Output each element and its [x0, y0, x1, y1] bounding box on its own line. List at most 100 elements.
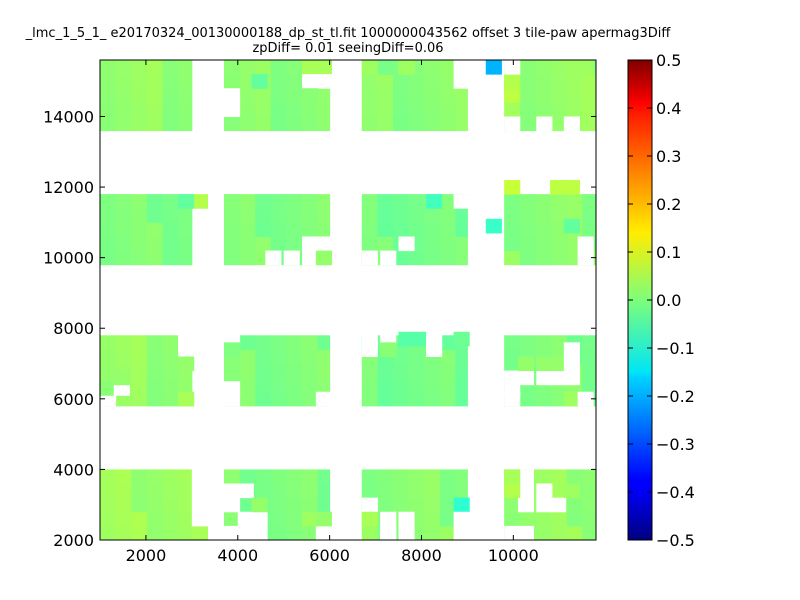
heatmap-cell — [408, 497, 425, 513]
heatmap-cell — [519, 335, 536, 350]
heatmap-cell-masked — [224, 483, 241, 499]
heatmap-cell — [393, 469, 410, 485]
heatmap-cell — [224, 194, 241, 209]
heatmap-cell — [439, 116, 456, 132]
heatmap-cell — [455, 349, 468, 365]
heatmap-cell — [100, 363, 117, 379]
heatmap-cell — [113, 370, 130, 386]
heatmap-cell — [178, 377, 193, 393]
heatmap-cell — [504, 74, 521, 89]
y-tick-label: 4000 — [53, 460, 94, 479]
heatmap-cell — [131, 363, 148, 379]
heatmap-cell — [377, 116, 394, 132]
heatmap-cell — [439, 349, 456, 365]
x-tick-label: 4000 — [217, 546, 258, 565]
heatmap-cell — [582, 525, 597, 541]
heatmap-cell — [178, 391, 195, 407]
heatmap-cell — [191, 194, 208, 209]
heatmap-cell — [550, 74, 568, 89]
heatmap-cell — [550, 60, 568, 75]
heatmap-cell — [162, 194, 179, 209]
heatmap-cell-masked — [380, 525, 397, 541]
heatmap-cell — [286, 222, 303, 237]
colorbar-tick-label: 0.3 — [656, 147, 681, 166]
heatmap-cell — [162, 497, 179, 513]
colorbar-tick-label: −0.3 — [656, 435, 695, 454]
heatmap-cell — [535, 194, 552, 209]
heatmap-cell — [536, 356, 553, 372]
heatmap-cell — [455, 377, 468, 393]
heatmap-cell — [439, 525, 456, 541]
heatmap-cell — [162, 60, 179, 75]
heatmap-cell — [131, 391, 148, 407]
heatmap-cell — [439, 363, 456, 379]
heatmap-cell — [224, 250, 241, 266]
heatmap-cell — [162, 208, 179, 223]
heatmap-cell — [398, 60, 415, 75]
heatmap-cell — [377, 483, 394, 499]
heatmap-cell — [286, 511, 303, 527]
heatmap-cell — [302, 377, 319, 393]
y-tick-label: 14000 — [43, 107, 94, 126]
heatmap-cell — [424, 250, 441, 266]
heatmap-cell — [146, 102, 163, 117]
heatmap-cell — [408, 194, 425, 209]
heatmap-cell — [100, 250, 117, 266]
heatmap-cell — [582, 469, 597, 485]
heatmap-cell — [393, 116, 410, 132]
heatmap-cell — [317, 469, 331, 485]
heatmap-cell — [582, 116, 597, 132]
heatmap-cell — [377, 222, 394, 237]
heatmap-cell-masked — [453, 74, 470, 89]
heatmap-cell — [162, 222, 179, 237]
heatmap-cell — [377, 363, 394, 379]
heatmap-cell — [377, 194, 394, 209]
heatmap-cell — [286, 377, 303, 393]
heatmap-cell — [563, 483, 580, 499]
heatmap-cell — [317, 222, 331, 237]
heatmap-cell — [408, 74, 425, 89]
heatmap-cell — [178, 483, 193, 499]
heatmap-cell — [131, 335, 148, 350]
x-tick-label: 10000 — [488, 546, 539, 565]
heatmap-cell — [439, 250, 456, 266]
heatmap-cell — [424, 236, 441, 252]
heatmap-cell — [239, 377, 256, 393]
heatmap-cell — [100, 208, 117, 223]
heatmap-cell — [302, 222, 319, 237]
heatmap-cell — [393, 483, 410, 499]
heatmap-cell — [131, 60, 148, 75]
heatmap-cell — [439, 391, 456, 407]
heatmap-cell — [178, 236, 193, 252]
heatmap-cell — [162, 483, 179, 499]
heatmap-cell — [239, 335, 256, 350]
heatmap-cell — [408, 116, 425, 132]
heatmap-cell — [377, 469, 394, 485]
heatmap-cell — [286, 74, 303, 89]
heatmap-cell — [146, 497, 163, 513]
heatmap-cell — [115, 469, 132, 485]
heatmap-cell — [131, 222, 148, 237]
heatmap-cell — [535, 74, 552, 89]
heatmap-cell — [286, 208, 303, 223]
heatmap-cell-masked — [536, 497, 553, 513]
heatmap-cell — [317, 102, 331, 117]
heatmap-cell — [439, 511, 456, 527]
heatmap-cell — [393, 349, 410, 365]
heatmap-cell — [131, 194, 148, 209]
heatmap-cell — [519, 222, 536, 237]
heatmap-cell — [224, 222, 241, 237]
heatmap-cell — [286, 335, 303, 350]
heatmap-cell — [302, 469, 319, 485]
heatmap-cell — [100, 60, 117, 75]
heatmap-cell — [178, 194, 195, 209]
heatmap-cell — [550, 391, 568, 407]
heatmap-cell — [286, 525, 303, 541]
heatmap-cell-masked — [577, 250, 594, 266]
plot-frame — [99, 59, 597, 541]
heatmap-cell — [550, 194, 568, 209]
heatmap-cell — [439, 88, 456, 103]
heatmap-cell — [550, 102, 568, 117]
heatmap-cell — [455, 102, 468, 117]
heatmap-cell — [566, 469, 583, 485]
